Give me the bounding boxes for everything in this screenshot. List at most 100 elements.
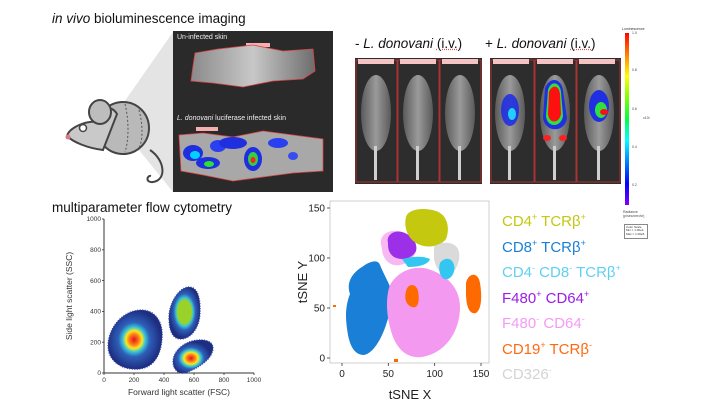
legend-marker-sign: + xyxy=(532,237,538,248)
legend-marker-name: CD64 xyxy=(541,289,584,307)
legend-marker-name: CD4 xyxy=(502,213,533,230)
mouse-illustration xyxy=(65,32,173,192)
tsne-legend-item: CD19+ TCRβ- xyxy=(502,335,621,361)
colorbar-title: Luminescence xyxy=(622,27,645,31)
colorbar-exponent: x10³ xyxy=(643,116,650,120)
tsne-ticks: 0 50 100 150 0 50 100 150 xyxy=(308,204,489,381)
infected-species: L. donovani xyxy=(177,115,214,122)
colorbar-tick: 0.8 xyxy=(632,68,637,72)
tsne-cluster-cd19-dot xyxy=(394,359,398,362)
legend-marker-name: F480 xyxy=(502,289,537,307)
tsne-x-tick-label: 50 xyxy=(383,369,395,380)
scale-box-line: Min = 1.00e4 xyxy=(626,228,644,233)
legend-marker-name: CD8 xyxy=(535,264,570,281)
colorbar-tick: 1.0 xyxy=(632,31,637,35)
colorbar-tick: 0.4 xyxy=(632,145,637,149)
uninfected-skin-image xyxy=(190,44,316,88)
flow-x-tick-label: 1000 xyxy=(247,377,262,384)
flow-y-tick-label: 600 xyxy=(90,278,101,285)
tsne-legend-item: F480- CD64- xyxy=(502,309,621,335)
legend-marker-sign: + xyxy=(584,288,590,299)
tsne-y-tick-label: 150 xyxy=(308,204,325,215)
legend-marker-name: CD64 xyxy=(539,315,582,332)
tsne-cluster-cd8 xyxy=(346,261,392,355)
flow-x-tick-label: 800 xyxy=(219,377,230,384)
flow-populations xyxy=(107,286,214,374)
tsne-legend-item: CD326- xyxy=(502,360,621,386)
legend-marker-name: CD326 xyxy=(502,366,549,383)
tsne-y-label: tSNE Y xyxy=(295,260,310,303)
section-title-bioluminescence: in vivo bioluminescence imaging xyxy=(52,11,246,26)
tsne-legend-item: F480+ CD64+ xyxy=(502,284,621,310)
colorbar-tick: 0.2 xyxy=(632,183,637,187)
legend-marker-sign: - xyxy=(536,314,540,324)
tsne-cluster-cd4 xyxy=(405,209,448,247)
tsne-legend-item: CD8+ TCRβ+ xyxy=(502,233,621,259)
color-scale-box: Color Scale Min = 1.00e4 Max = 1.00e5 xyxy=(624,224,648,239)
flow-cytometry-plot: 0 200 400 600 800 1000 0 200 400 600 800 1000 Forwa… xyxy=(64,216,262,397)
tsne-y-tick-label: 50 xyxy=(314,304,326,315)
tsne-x-label: tSNE X xyxy=(389,387,432,402)
flow-x-tick-label: 200 xyxy=(129,377,140,384)
tsne-x-tick-label: 100 xyxy=(426,369,443,380)
tsne-cluster-cd19-2 xyxy=(466,274,482,314)
legend-marker-name: TCRβ xyxy=(537,238,581,256)
control-mouse xyxy=(355,59,398,183)
flow-x-tick-label: 400 xyxy=(159,377,170,384)
title-italic: in vivo xyxy=(52,11,91,26)
flow-ticks: 0 200 400 600 800 1000 0 200 400 600 800 1000 xyxy=(87,216,262,384)
colorbar-gradient xyxy=(625,33,629,205)
roi-tag-2 xyxy=(196,127,218,131)
minus-species: L. donovani xyxy=(363,36,434,51)
tsne-x-tick-label: 150 xyxy=(473,369,490,380)
control-mouse xyxy=(397,59,440,183)
legend-marker-sign: - xyxy=(588,339,592,350)
legend-marker-sign: - xyxy=(548,365,552,375)
tsne-y-tick-label: 100 xyxy=(308,254,325,265)
minus-route: (i.v.) xyxy=(436,36,463,51)
control-mice-panel xyxy=(355,58,482,184)
tsne-x-tick-label: 0 xyxy=(339,369,345,380)
legend-marker-sign: + xyxy=(536,288,542,299)
legend-marker-sign: + xyxy=(532,212,538,222)
tsne-legend: CD4+ TCRβ+ CD8+ TCRβ+ CD4- CD8- TCRβ+ F480+… xyxy=(502,207,621,386)
scale-box-line: Color Scale xyxy=(626,224,642,229)
legend-marker-name: TCRβ xyxy=(537,213,581,230)
scale-box-line: Max = 1.00e5 xyxy=(626,232,645,237)
tsne-cluster-f480pos xyxy=(387,231,417,259)
colorbar-tick: 0.6 xyxy=(632,107,637,111)
control-mouse xyxy=(439,59,482,183)
legend-marker-sign: - xyxy=(569,263,573,273)
tsne-cluster-f480neg xyxy=(387,267,460,358)
skin-imaging-panel: Un-infected skin L. donovani luciferase … xyxy=(173,31,333,192)
infected-skin-label: L. donovani luciferase infected skin xyxy=(177,115,286,122)
tsne-cluster-dn xyxy=(439,258,455,280)
title-rest: bioluminescence imaging xyxy=(90,11,246,26)
legend-marker-name: TCRβ xyxy=(545,340,589,358)
flow-x-tick-label: 0 xyxy=(102,377,106,384)
tsne-legend-item: CD4+ TCRβ+ xyxy=(502,207,621,233)
uninfected-skin-label: Un-infected skin xyxy=(177,34,228,41)
legend-marker-sign: + xyxy=(580,212,586,222)
infected-mice-panel xyxy=(490,58,621,184)
legend-marker-sign: - xyxy=(581,314,585,324)
tsne-clusters xyxy=(333,209,482,362)
tsne-frame xyxy=(329,200,490,364)
roi-tag xyxy=(246,43,270,47)
plus-prefix: + xyxy=(485,36,497,51)
minus-prefix: - xyxy=(355,36,364,51)
legend-marker-name: F480 xyxy=(502,315,537,332)
tsne-y-tick-label: 0 xyxy=(319,354,325,365)
tsne-cluster-cd19-dot-2 xyxy=(333,305,336,307)
flow-population-1 xyxy=(107,309,163,370)
tsne-cluster-cd19 xyxy=(405,285,419,308)
legend-marker-sign: - xyxy=(532,263,536,273)
legend-marker-name: CD19 xyxy=(502,340,541,358)
tsne-plot: 0 50 100 150 0 50 100 150 tSNE X tSNE Y xyxy=(295,200,490,402)
infected-signal-spots xyxy=(183,137,298,171)
colorbar-unit: Radiance xyxy=(623,210,638,214)
plus-species: L. donovani xyxy=(496,36,567,51)
infected-mouse xyxy=(576,59,621,183)
legend-marker-name: CD8 xyxy=(502,238,533,256)
mouse-icon xyxy=(65,99,164,184)
